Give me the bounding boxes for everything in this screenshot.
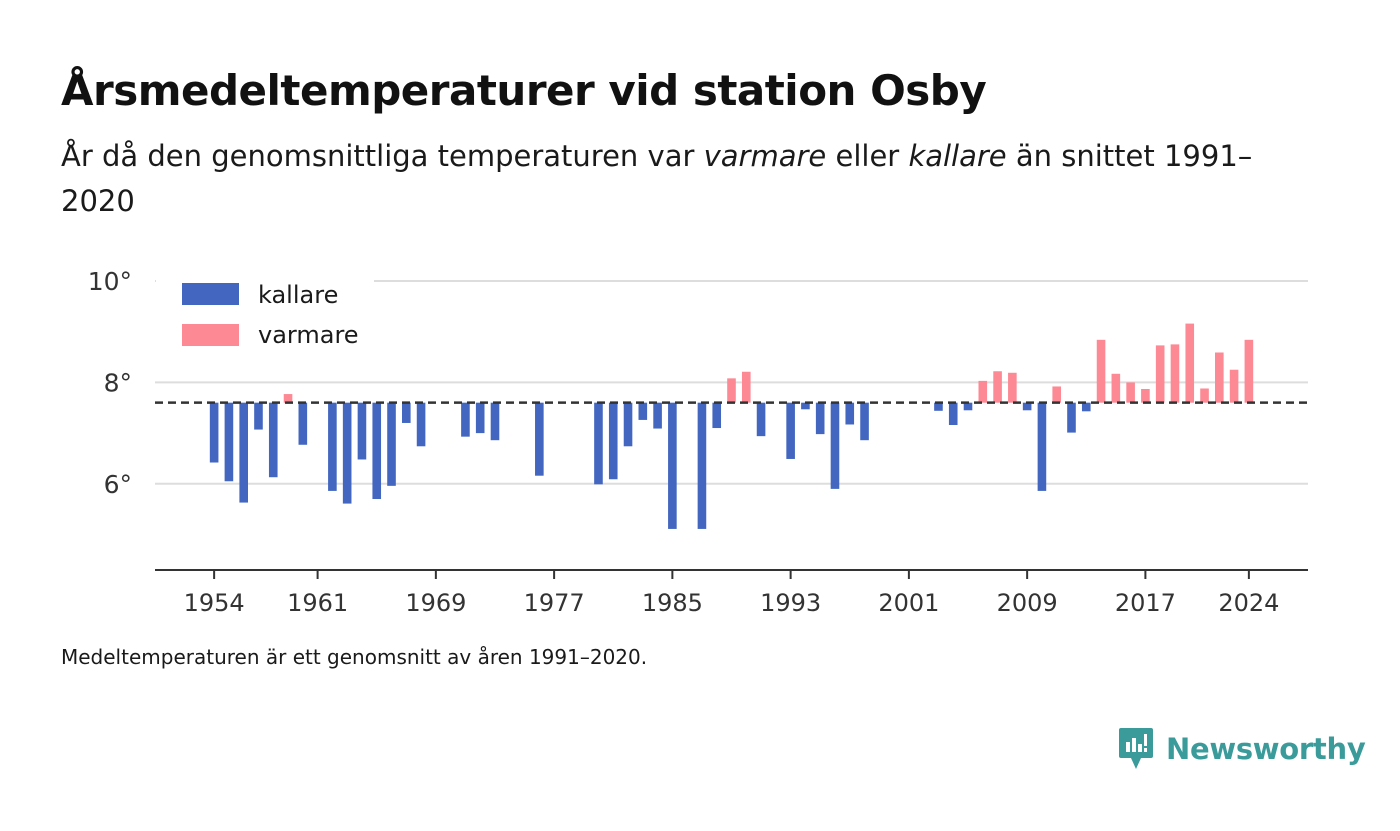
newsworthy-logo-icon [1119, 728, 1153, 769]
bar-varmare-1959 [283, 394, 293, 403]
bar-kallare-2009 [1022, 402, 1032, 411]
bar-varmare-2011 [1052, 386, 1062, 403]
x-tick-label: 1993 [760, 589, 821, 617]
bar-kallare-1973 [490, 402, 500, 441]
y-tick-label: 8° [104, 368, 132, 397]
bar-kallare-1967 [401, 402, 411, 423]
bar-varmare-2008 [1008, 372, 1017, 403]
bar-varmare-2023 [1229, 369, 1239, 403]
legend: kallare varmare [156, 268, 374, 356]
x-tick-label: 1961 [287, 589, 348, 617]
bar-kallare-1958 [268, 402, 278, 478]
x-tick-label: 2009 [997, 589, 1058, 617]
subtitle-text-1: År då den genomsnittliga temperaturen va… [61, 139, 704, 173]
bar-varmare-2006 [978, 380, 988, 403]
bar-kallare-1984 [653, 402, 662, 429]
bar-varmare-2014 [1096, 339, 1106, 403]
bar-kallare-1981 [608, 402, 618, 480]
subtitle-em-kallare: kallare [908, 139, 1007, 173]
y-tick-label: 6° [104, 470, 132, 499]
bar-kallare-1995 [815, 402, 825, 435]
bar-kallare-1954 [209, 402, 219, 463]
subtitle-em-varmare: varmare [703, 139, 827, 173]
subtitle-text-2: eller [826, 139, 909, 173]
bar-varmare-2015 [1111, 373, 1121, 403]
y-tick-label: 10° [88, 267, 132, 296]
bar-varmare-1990 [741, 371, 751, 403]
bars [209, 323, 1254, 529]
bar-kallare-2012 [1067, 402, 1076, 433]
bar-kallare-1993 [786, 402, 795, 459]
bar-kallare-1972 [475, 402, 485, 434]
y-axis-labels: 6° 8° 10° [88, 267, 132, 499]
bar-kallare-1962 [328, 402, 337, 491]
bar-varmare-2024 [1244, 339, 1254, 403]
bar-kallare-1963 [342, 402, 352, 504]
x-tick-label: 2024 [1218, 589, 1279, 617]
bar-varmare-2020 [1185, 323, 1195, 403]
bar-varmare-1989 [727, 378, 736, 403]
bar-kallare-1997 [845, 402, 855, 425]
bar-kallare-2003 [934, 402, 943, 411]
brand-name: Newsworthy [1166, 732, 1366, 766]
bar-kallare-1982 [623, 402, 633, 447]
bar-kallare-1998 [860, 402, 869, 441]
legend-label-varmare: varmare [258, 321, 359, 349]
bar-varmare-2018 [1155, 345, 1165, 403]
bar-kallare-1964 [357, 402, 367, 460]
bar-kallare-1960 [298, 402, 308, 445]
bar-varmare-2019 [1170, 344, 1180, 403]
bar-kallare-1996 [830, 402, 840, 489]
bar-kallare-1968 [416, 402, 426, 447]
bar-varmare-2017 [1141, 388, 1150, 403]
brand-logo: Newsworthy [1118, 727, 1366, 771]
chart-subtitle: År då den genomsnittliga temperaturen va… [61, 134, 1321, 224]
bar-kallare-2005 [963, 402, 973, 411]
bar-kallare-1983 [638, 402, 648, 420]
bar-kallare-1955 [224, 402, 234, 482]
x-tick-label: 1954 [184, 589, 245, 617]
x-tick-label: 1969 [405, 589, 466, 617]
bar-kallare-2013 [1081, 402, 1091, 412]
subtitle-text-3: än snittet 1991–2020 [61, 139, 1253, 218]
x-tick-label: 2001 [878, 589, 939, 617]
bar-kallare-1987 [697, 402, 707, 529]
legend-swatch-varmare [182, 324, 239, 346]
bar-varmare-2022 [1215, 352, 1224, 403]
x-axis-ticks: 1954 1961 1969 1977 1985 1993 2001 2009 2017 2024 [184, 570, 1279, 617]
bar-kallare-2004 [948, 402, 958, 425]
bar-kallare-1976 [535, 402, 544, 476]
bar-kallare-1971 [461, 402, 470, 437]
x-tick-label: 2017 [1115, 589, 1176, 617]
bar-kallare-1991 [756, 402, 766, 437]
x-tick-label: 1985 [642, 589, 703, 617]
bar-kallare-1994 [801, 402, 810, 410]
legend-swatch-kallare [182, 283, 239, 305]
bar-kallare-2010 [1037, 402, 1047, 491]
bar-chart: 6° 8° 10° 1954 1961 1969 1977 1985 1993 2001 2009… [88, 267, 1308, 617]
bar-kallare-1985 [668, 402, 677, 529]
bar-kallare-1965 [372, 402, 382, 500]
bar-kallare-1988 [712, 402, 722, 429]
bar-kallare-1956 [239, 402, 248, 503]
legend-label-kallare: kallare [258, 281, 338, 309]
bar-varmare-2021 [1200, 388, 1209, 403]
bar-kallare-1966 [387, 402, 396, 486]
footnote: Medeltemperaturen är ett genomsnitt av å… [61, 645, 648, 669]
bar-kallare-1957 [254, 402, 263, 430]
bar-kallare-1980 [594, 402, 603, 485]
bar-varmare-2016 [1126, 382, 1135, 403]
bar-varmare-2007 [993, 371, 1002, 403]
chart-title: Årsmedeltemperaturer vid station Osby [61, 66, 987, 115]
x-tick-label: 1977 [524, 589, 585, 617]
